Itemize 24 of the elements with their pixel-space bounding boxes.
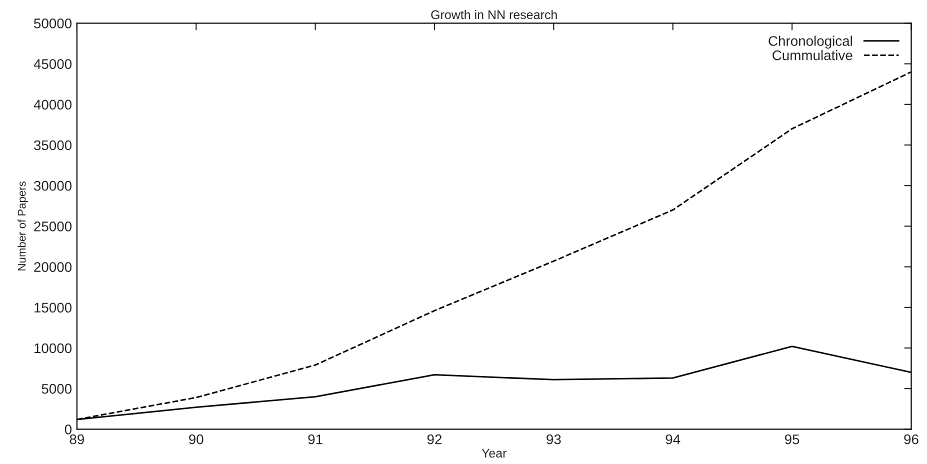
y-tick-label: 10000 — [34, 343, 72, 354]
x-tick-label: 92 — [427, 434, 442, 444]
y-tick-label: 45000 — [34, 59, 72, 69]
y-tick-label: 20000 — [34, 262, 72, 272]
x-tick-label: 93 — [546, 434, 561, 444]
x-tick-label: 89 — [70, 434, 84, 444]
x-tick-label: 94 — [666, 434, 680, 444]
x-tick-label: 96 — [904, 434, 918, 444]
chart-title: Growth in NN research — [431, 10, 557, 20]
y-tick-label: 25000 — [34, 222, 72, 232]
y-tick-label: 30000 — [34, 180, 72, 191]
y-tick-label: 50000 — [34, 18, 72, 28]
legend-label: Cummulative — [772, 50, 852, 60]
y-axis-title: Number of Papers — [18, 182, 28, 270]
y-tick-label: 15000 — [34, 302, 72, 313]
x-tick-label: 90 — [189, 434, 204, 444]
x-axis-title: Year — [482, 448, 507, 458]
y-tick-label: 0 — [64, 424, 72, 434]
y-tick-label: 40000 — [34, 100, 72, 110]
legend-label: Chronological — [768, 36, 852, 49]
x-tick-label: 91 — [308, 434, 322, 444]
y-tick-label: 5000 — [42, 384, 72, 394]
x-tick-label: 95 — [784, 434, 800, 444]
y-tick-label: 35000 — [34, 140, 72, 150]
